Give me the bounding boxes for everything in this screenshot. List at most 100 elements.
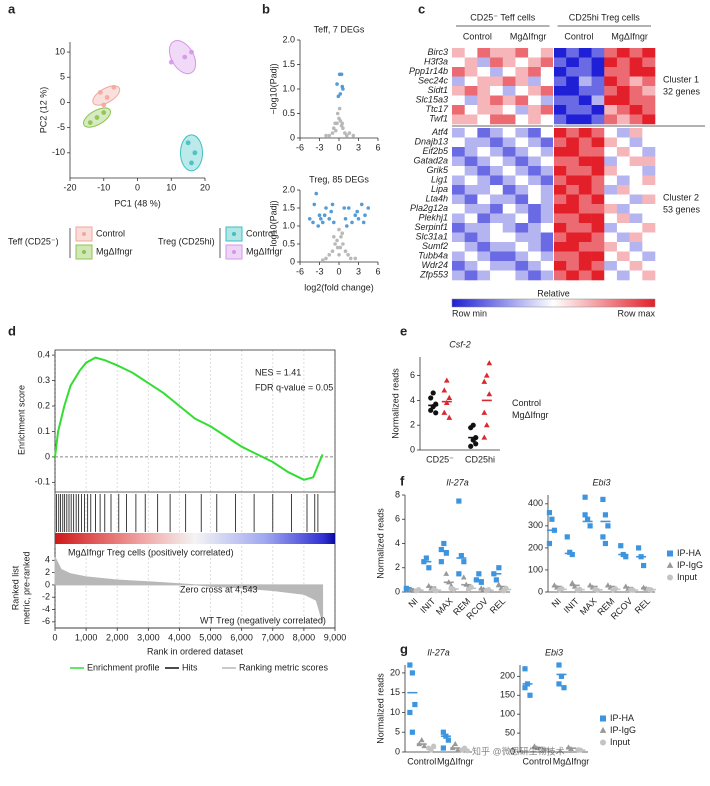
- heatmap-cell: [604, 261, 618, 271]
- heatmap-cell: [477, 270, 491, 281]
- legend-label: IP-IgG: [610, 725, 636, 735]
- y-tick-label: 10: [390, 707, 400, 717]
- point: [587, 523, 593, 529]
- heatmap-cell: [642, 48, 656, 58]
- heatmap-cell: [578, 175, 592, 186]
- cluster-size: 53 genes: [663, 204, 701, 214]
- point: [353, 213, 358, 217]
- annotation: FDR q-value = 0.05: [255, 382, 333, 392]
- heatmap-cell: [591, 251, 605, 262]
- point: [473, 441, 479, 447]
- heatmap-cell: [477, 242, 491, 252]
- heatmap-cell: [477, 166, 491, 176]
- heatmap-cell: [591, 48, 605, 58]
- heatmap-cell: [642, 156, 656, 167]
- negative-label: WT Treg (negatively correlated): [200, 615, 326, 625]
- heatmap-cell: [490, 86, 504, 96]
- heatmap-cell: [540, 251, 554, 262]
- point: [493, 577, 499, 583]
- heatmap-cell: [502, 48, 516, 58]
- heatmap-cell: [642, 185, 656, 195]
- heatmap-cell: [566, 67, 580, 77]
- heatmap-cell: [464, 95, 478, 106]
- point: [468, 443, 474, 449]
- heatmap-cell: [490, 270, 504, 281]
- legend-dot: [82, 250, 86, 254]
- heatmap-cell: [477, 204, 491, 214]
- heatmap-cell: [490, 175, 504, 186]
- colorbar: [451, 298, 656, 308]
- point: [582, 494, 588, 500]
- point: [339, 72, 344, 77]
- point: [329, 209, 334, 214]
- heatmap-cell: [540, 48, 554, 58]
- point: [101, 110, 107, 115]
- heatmap-cell: [566, 86, 580, 96]
- x-tick-label: -6: [296, 266, 304, 276]
- point: [569, 580, 576, 586]
- point: [443, 377, 450, 383]
- heatmap-cell: [452, 242, 465, 252]
- y-tick-label: 5: [395, 727, 400, 737]
- heatmap-cell: [642, 95, 656, 106]
- heatmap-cell: [642, 242, 656, 252]
- colorbar-title: Relative: [537, 288, 570, 298]
- heatmap-cell: [477, 105, 491, 115]
- heatmap-cell: [464, 175, 478, 186]
- heatmap-cell: [528, 270, 542, 281]
- heatmap-cell: [528, 156, 542, 167]
- heatmap-cell: [502, 175, 516, 186]
- heatmap-cell: [591, 67, 605, 77]
- heatmap-cell: [566, 185, 580, 195]
- x-tick-label: 5,000: [199, 632, 222, 642]
- heatmap-cell: [591, 156, 605, 167]
- heatmap-cell: [566, 48, 580, 58]
- legend-label: IP-HA: [677, 548, 701, 558]
- y-tick-label: -6: [42, 616, 50, 626]
- heatmap-cell: [553, 57, 567, 68]
- heatmap-cell: [540, 147, 554, 157]
- colorbar-max: Row max: [617, 308, 655, 318]
- y-tick-label: 4: [410, 395, 415, 405]
- point: [582, 512, 588, 518]
- heatmap-cell: [629, 185, 643, 195]
- heatmap-cell: [553, 156, 567, 167]
- point: [599, 726, 607, 733]
- y-tick-label: 1.5: [282, 59, 295, 69]
- heatmap-cell: [477, 128, 491, 138]
- point: [446, 414, 453, 420]
- heatmap-cell: [528, 261, 542, 271]
- rank-colorbar: [55, 533, 335, 544]
- panel-label: f: [400, 473, 405, 488]
- point: [556, 662, 562, 668]
- gene-label: Dnajb13: [414, 137, 448, 147]
- point: [343, 249, 348, 253]
- y-tick-label: 0: [395, 746, 400, 756]
- y-tick-label: 0: [538, 586, 543, 596]
- heatmap-cell: [477, 194, 491, 205]
- heatmap-cell: [452, 137, 465, 148]
- heatmap-cell: [540, 166, 554, 176]
- heatmap-cell: [540, 185, 554, 195]
- heatmap-cell: [642, 128, 656, 138]
- heatmap-cell: [452, 213, 465, 224]
- heatmap-cell: [515, 86, 529, 96]
- heatmap-cell: [616, 166, 630, 176]
- heatmap-cell: [629, 95, 643, 106]
- x-axis-label: log2(fold change): [304, 282, 374, 292]
- heatmap-cell: [616, 114, 630, 125]
- legend-title: Treg (CD25hi): [158, 236, 215, 246]
- heatmap-cell: [452, 48, 465, 58]
- point: [182, 54, 188, 60]
- heatmap-cell: [464, 128, 478, 138]
- point: [346, 253, 350, 257]
- heatmap-cell: [629, 86, 643, 96]
- point: [335, 111, 340, 116]
- heatmap-cell: [591, 242, 605, 252]
- heatmap-cell: [553, 48, 567, 58]
- heatmap-cell: [566, 242, 580, 252]
- heatmap-cell: [629, 76, 643, 87]
- heatmap-cell: [616, 137, 630, 148]
- heatmap-cell: [629, 213, 643, 224]
